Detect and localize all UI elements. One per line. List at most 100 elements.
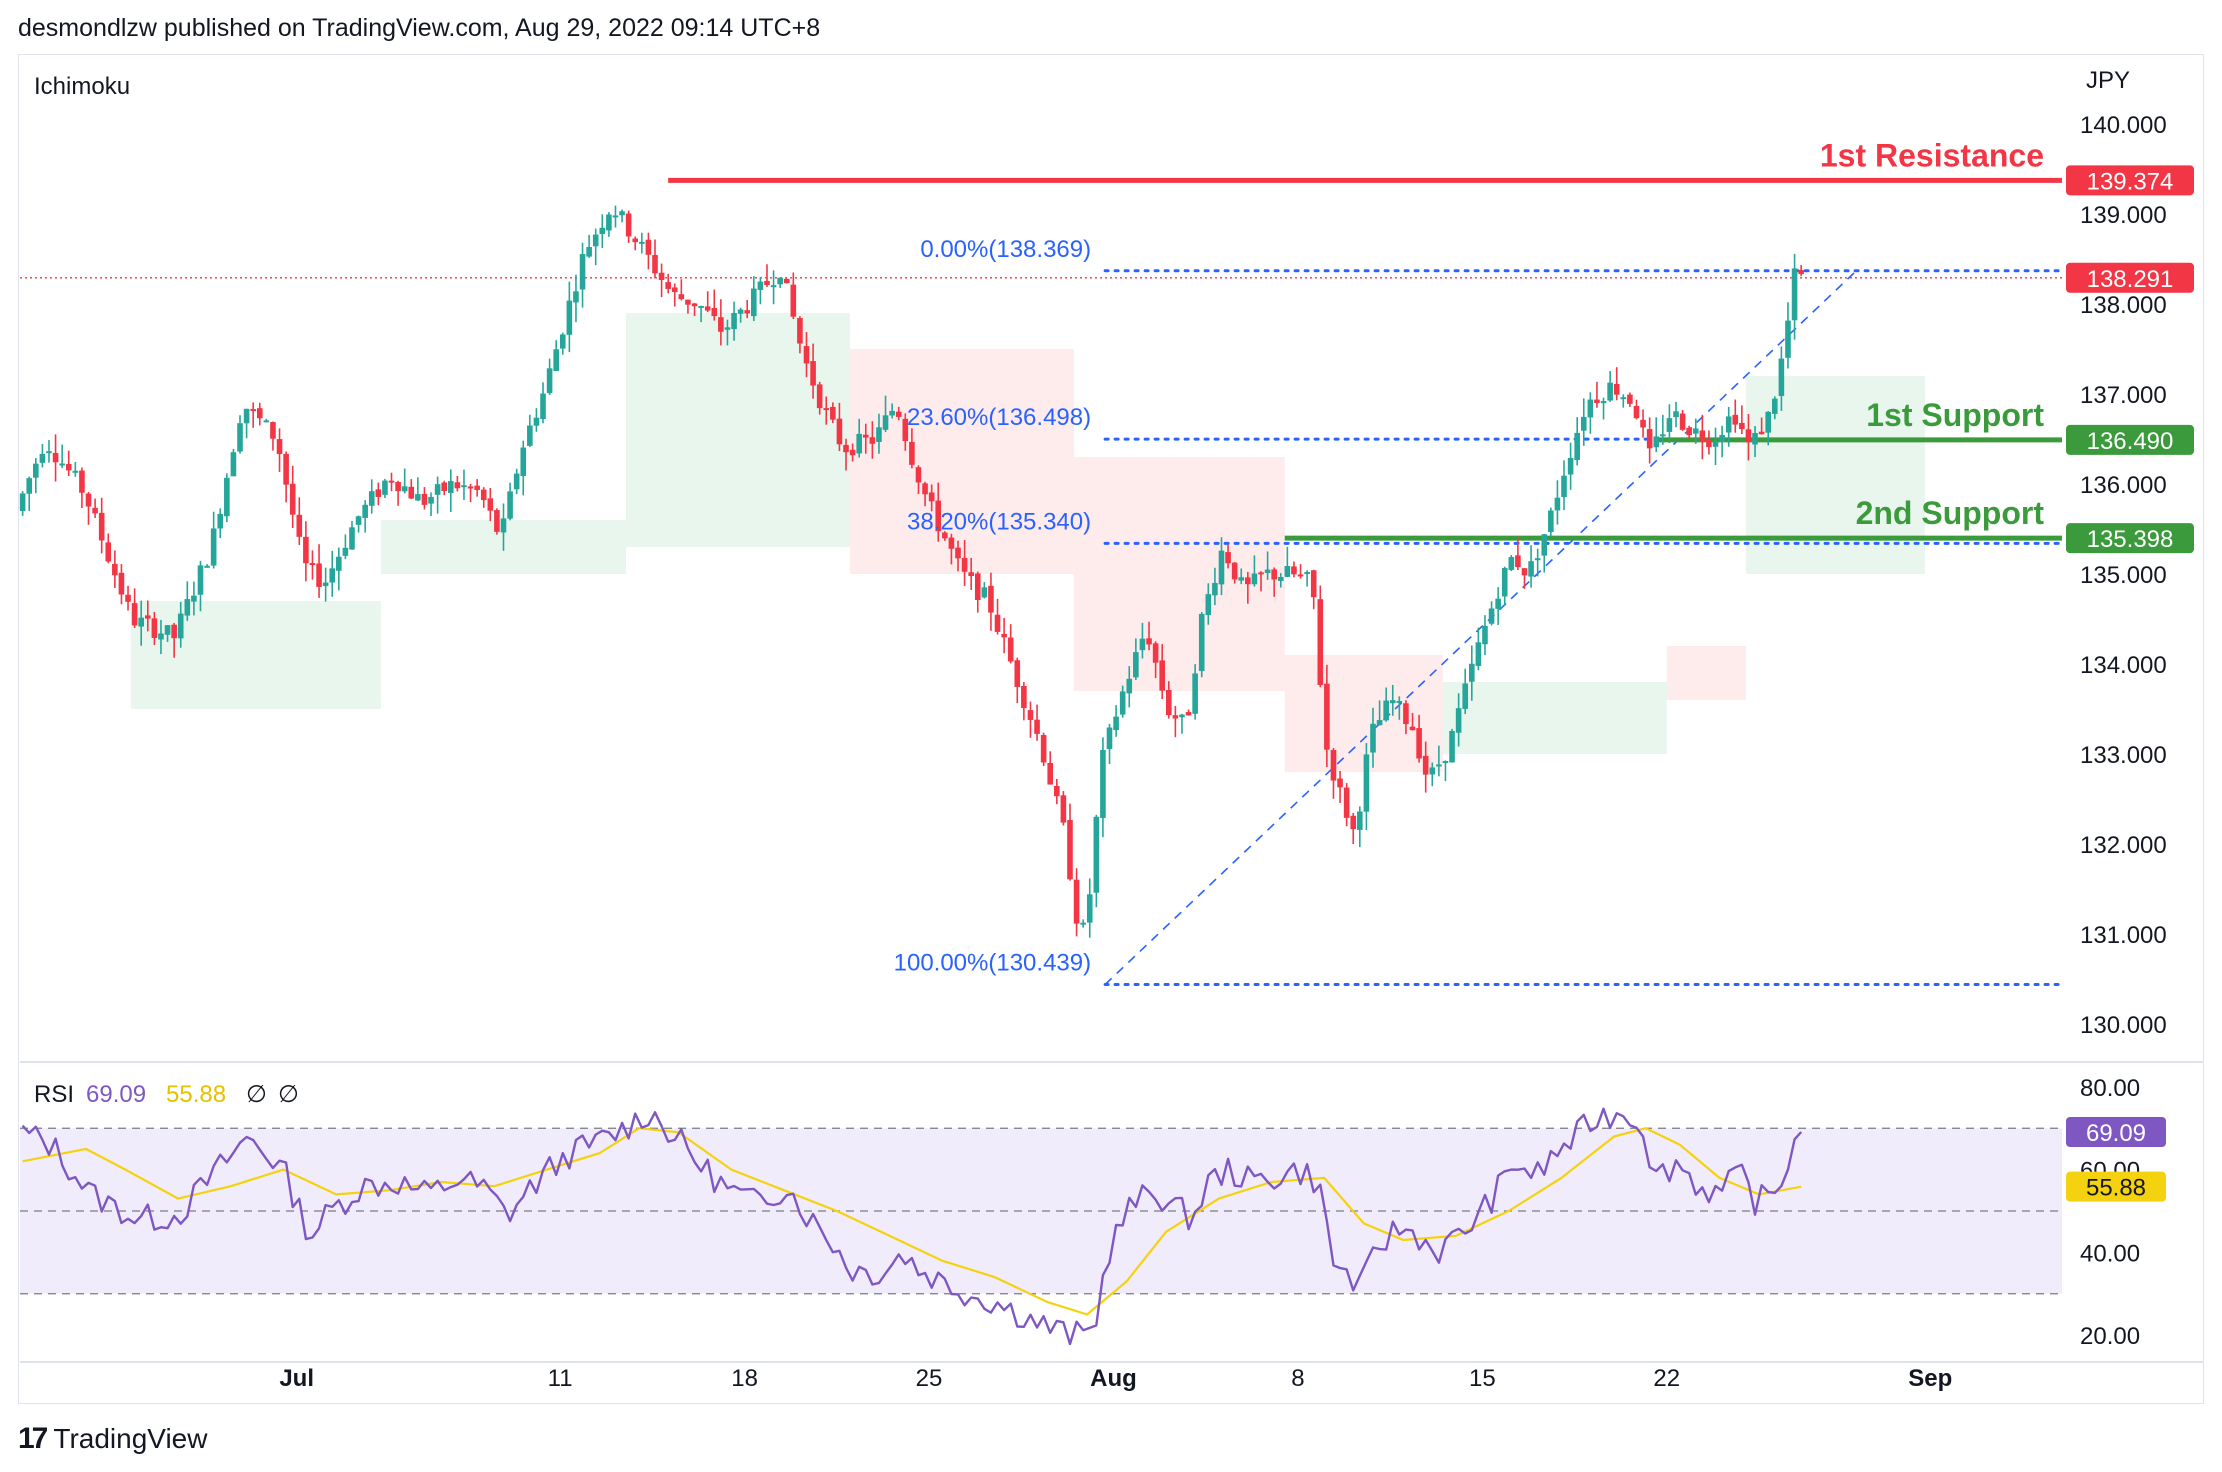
candle-body-up bbox=[204, 565, 210, 568]
candle-body-up bbox=[1554, 497, 1561, 511]
candle-body-up bbox=[1778, 358, 1785, 397]
candle-body-up bbox=[586, 247, 592, 257]
candle-body-down bbox=[1350, 815, 1357, 830]
candle-body-down bbox=[270, 422, 276, 439]
candle-body-down bbox=[810, 361, 816, 386]
candle-body-up bbox=[1574, 432, 1580, 460]
candle-body-down bbox=[1633, 405, 1640, 419]
candle-body-down bbox=[92, 507, 98, 514]
candle-body-down bbox=[1521, 568, 1528, 576]
candle-body-down bbox=[1225, 552, 1231, 564]
candle-body-down bbox=[303, 536, 309, 564]
candle-body-down bbox=[935, 500, 942, 532]
candle-body-down bbox=[1739, 422, 1745, 430]
candle-body-down bbox=[902, 418, 909, 442]
candle-body-up bbox=[447, 481, 454, 493]
candle-body-up bbox=[415, 494, 421, 501]
fib-trend-line bbox=[1104, 268, 1859, 986]
candle-body-down bbox=[915, 467, 922, 483]
price-tag-current bbox=[2066, 262, 2194, 293]
candle-body-up bbox=[579, 254, 586, 290]
rsi-axis-tick: 80.00 bbox=[2080, 1075, 2140, 1102]
indicator-label-rsi: RSI bbox=[34, 1081, 74, 1108]
candle-body-up bbox=[1660, 434, 1666, 437]
candle-body-down bbox=[454, 482, 461, 489]
candle-body-up bbox=[1712, 441, 1719, 447]
candle-body-up bbox=[724, 327, 731, 330]
candle-body-down bbox=[836, 418, 843, 445]
candle-body-down bbox=[1291, 566, 1297, 575]
fib-level-label: 100.00%(130.439) bbox=[894, 949, 1091, 976]
candle-body-down bbox=[1172, 715, 1179, 719]
candle-body-down bbox=[395, 481, 401, 492]
rsi-line bbox=[21, 1107, 1803, 1346]
candle-body-up bbox=[1719, 435, 1725, 442]
candle-body-up bbox=[1139, 638, 1146, 651]
candle-body-up bbox=[217, 513, 224, 529]
candle-body-up bbox=[1442, 761, 1449, 764]
candle-body-up bbox=[606, 214, 612, 231]
rsi-tag-rsi bbox=[2066, 1116, 2166, 1147]
candle-body-down bbox=[1258, 572, 1264, 575]
price-tag-resistance bbox=[2066, 165, 2194, 196]
price-tag-text: 138.291 bbox=[2087, 266, 2174, 293]
candle-body-up bbox=[1198, 613, 1205, 671]
price-tag-support bbox=[2066, 523, 2194, 554]
footer-brand[interactable]: TradingView bbox=[53, 1423, 208, 1454]
candle-body-up bbox=[1284, 565, 1291, 577]
rsi-tag-text: 55.88 bbox=[2086, 1175, 2146, 1202]
candle-body-down bbox=[408, 486, 415, 499]
candle-body-up bbox=[1607, 382, 1613, 401]
candle-body-up bbox=[1363, 754, 1370, 812]
candle-body-down bbox=[1271, 569, 1277, 580]
candle-body-up bbox=[1429, 767, 1436, 775]
candle-body-up bbox=[619, 211, 625, 216]
candle-body-down bbox=[678, 294, 685, 300]
price-tag-text: 139.374 bbox=[2087, 168, 2174, 195]
candle-body-down bbox=[1014, 660, 1021, 687]
candle-body-down bbox=[869, 437, 876, 444]
candle-body-down bbox=[283, 453, 289, 485]
candle-body-up bbox=[138, 617, 145, 627]
candle-body-down bbox=[816, 384, 823, 409]
publisher-header: desmondlzw published on TradingView.com,… bbox=[18, 14, 821, 42]
candle-body-up bbox=[1653, 436, 1660, 448]
rsi-value-text: 69.09 bbox=[86, 1081, 146, 1108]
candle-body-up bbox=[559, 334, 566, 349]
candle-body-up bbox=[599, 227, 606, 235]
candle-body-down bbox=[1027, 710, 1034, 720]
candle-body-down bbox=[1165, 689, 1172, 716]
rsi-tag-text: 69.09 bbox=[2086, 1120, 2146, 1147]
candle-body-up bbox=[1212, 582, 1218, 596]
price-tag-support bbox=[2066, 424, 2194, 455]
candle-body-down bbox=[744, 310, 751, 314]
candle-body-down bbox=[1324, 683, 1330, 750]
candle-body-down bbox=[968, 572, 974, 577]
candle-body-up bbox=[573, 291, 579, 303]
candle-body-up bbox=[461, 485, 467, 488]
rsi-ma-line bbox=[22, 1127, 1802, 1316]
candle-body-up bbox=[1179, 714, 1185, 718]
candle-body-up bbox=[1238, 577, 1245, 581]
rsi-extra-label: ∅ bbox=[278, 1081, 299, 1108]
candle-body-up bbox=[546, 368, 553, 394]
candle-body-up bbox=[1086, 894, 1093, 923]
candle-body-up bbox=[1548, 510, 1554, 533]
candle-body-down bbox=[711, 308, 718, 317]
candle-body-up bbox=[1192, 673, 1198, 714]
candle-body-up bbox=[731, 312, 737, 330]
candle-body-down bbox=[665, 282, 671, 289]
candle-body-down bbox=[1403, 703, 1409, 725]
candle-body-down bbox=[144, 615, 151, 619]
time-axis-tick: Sep bbox=[1908, 1365, 1952, 1392]
candle-body-up bbox=[507, 491, 513, 519]
candle-body-up bbox=[540, 393, 546, 420]
candle-body-up bbox=[197, 565, 204, 595]
price-axis-tick: 139.000 bbox=[2080, 202, 2167, 229]
candle-body-up bbox=[1383, 700, 1389, 721]
candle-body-down bbox=[1310, 570, 1317, 598]
time-axis-tick: 18 bbox=[731, 1365, 758, 1392]
candle-body-up bbox=[164, 625, 171, 635]
candle-body-down bbox=[994, 614, 1001, 632]
